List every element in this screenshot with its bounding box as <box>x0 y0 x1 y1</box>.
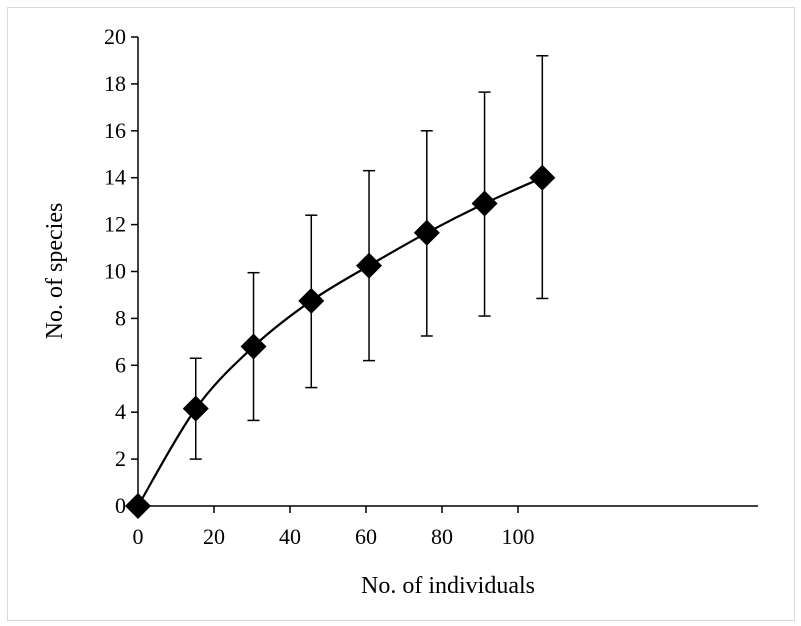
y-tick-label: 2 <box>115 446 126 471</box>
data-point-marker <box>529 164 556 191</box>
y-tick-label: 6 <box>115 352 126 377</box>
y-tick-label: 14 <box>104 165 126 190</box>
data-point-marker <box>356 252 383 279</box>
data-point-marker <box>413 219 440 246</box>
y-tick-label: 10 <box>104 259 126 284</box>
data-point-marker <box>182 395 209 422</box>
y-tick-label: 0 <box>115 493 126 518</box>
x-tick-label: 40 <box>279 524 301 549</box>
y-tick-label: 16 <box>104 118 126 143</box>
x-axis-title: No. of individuals <box>361 573 535 599</box>
y-axis-title: No. of species <box>42 203 68 340</box>
x-tick-label: 80 <box>431 524 453 549</box>
y-ticks: 0 2 4 6 8 10 12 14 16 18 20 <box>104 24 138 518</box>
x-tick-label: 100 <box>502 524 535 549</box>
y-tick-label: 8 <box>115 305 126 330</box>
x-tick-label: 0 <box>133 524 144 549</box>
data-point-marker <box>125 493 151 519</box>
data-point-marker <box>471 190 498 217</box>
x-ticks: 0 20 40 60 80 100 <box>133 506 535 549</box>
data-point-marker <box>298 287 325 314</box>
y-tick-label: 18 <box>104 71 126 96</box>
accumulation-curve <box>137 176 543 507</box>
x-tick-label: 60 <box>355 524 377 549</box>
axes <box>137 37 758 507</box>
y-tick-label: 4 <box>115 399 126 424</box>
y-tick-label: 20 <box>104 24 126 49</box>
data-point-marker <box>240 333 267 360</box>
y-tick-label: 12 <box>104 212 126 237</box>
data-markers <box>125 164 556 519</box>
x-tick-label: 20 <box>203 524 225 549</box>
